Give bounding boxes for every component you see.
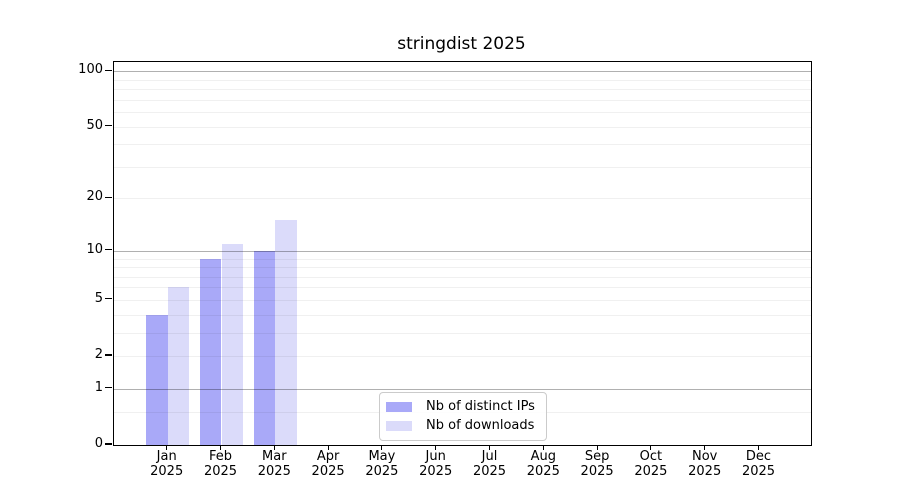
gridline-60 <box>114 112 811 113</box>
x-tick-nov <box>704 445 706 451</box>
gridline-3 <box>114 332 811 334</box>
gridline-8 <box>114 267 811 268</box>
bar-jan-distinct-ips <box>146 314 168 445</box>
gridline-2 <box>114 356 811 357</box>
month-label: Apr <box>316 449 340 464</box>
gridline-4 <box>114 314 811 316</box>
x-tick-label-may: May 2025 <box>350 449 414 479</box>
x-tick-dec <box>757 445 760 451</box>
month-label: Oct <box>639 449 663 464</box>
x-tick-feb <box>219 445 222 451</box>
legend: Nb of distinct IPs Nb of downloads <box>379 392 547 441</box>
y-tick-label-1: 1 <box>94 379 103 395</box>
gridline-6 <box>114 287 811 289</box>
y-tick-label-0: 0 <box>94 436 103 451</box>
month-label: Dec <box>745 449 772 464</box>
x-tick-jun <box>435 445 437 451</box>
gridline-50 <box>114 126 811 128</box>
plot-area: Nb of distinct IPs Nb of downloads <box>113 61 812 446</box>
gridline-100 <box>114 71 811 73</box>
month-label: Jan <box>156 449 177 464</box>
x-tick-label-aug: Aug 2025 <box>511 449 575 479</box>
month-label: May <box>368 449 396 464</box>
legend-entry-downloads: Nb of downloads <box>386 417 535 434</box>
gridline-30 <box>114 166 811 168</box>
y-tick-50 <box>105 124 112 127</box>
y-tick-label-20: 20 <box>86 189 103 205</box>
bar-mar-distinct-ips <box>253 250 276 445</box>
legend-swatch-downloads <box>386 420 412 431</box>
y-tick-0 <box>105 443 112 445</box>
gridline-80 <box>114 89 811 91</box>
gridline-20 <box>114 198 811 200</box>
year-label: 2025 <box>634 464 668 479</box>
x-tick-jul <box>488 445 491 451</box>
y-tick-20 <box>105 196 112 198</box>
x-tick-label-jun: Jun 2025 <box>404 449 468 479</box>
month-label: Mar <box>262 449 287 464</box>
y-tick-label-10: 10 <box>86 241 103 257</box>
month-label: Jul <box>481 449 498 464</box>
year-label: 2025 <box>526 464 560 479</box>
gridline-40 <box>114 144 811 146</box>
year-label: 2025 <box>150 464 184 479</box>
x-tick-apr <box>327 445 329 451</box>
x-tick-jan <box>166 445 168 451</box>
x-tick-label-jul: Jul 2025 <box>458 449 522 479</box>
gridline-9 <box>114 258 811 260</box>
bar-feb-distinct-ips <box>199 258 222 445</box>
year-label: 2025 <box>365 464 399 479</box>
y-tick-5 <box>105 298 112 300</box>
year-label: 2025 <box>580 464 614 479</box>
x-tick-oct <box>650 445 652 451</box>
x-tick-label-nov: Nov 2025 <box>673 449 737 479</box>
x-tick-aug <box>542 445 544 451</box>
x-tick-label-jan: Jan 2025 <box>135 449 199 479</box>
bar-feb-downloads <box>221 243 244 445</box>
x-tick-may <box>381 445 383 451</box>
x-tick-label-dec: Dec 2025 <box>727 449 791 479</box>
month-label: Jun <box>425 449 446 464</box>
month-label: Sep <box>584 449 610 464</box>
y-tick-1 <box>105 387 112 389</box>
y-tick-2 <box>105 354 112 356</box>
legend-label-distinct-ips: Nb of distinct IPs <box>426 399 535 414</box>
month-label: Feb <box>208 449 233 464</box>
year-label: 2025 <box>203 464 238 479</box>
month-label: Aug <box>530 449 556 464</box>
y-tick-10 <box>105 249 112 251</box>
gridline-10 <box>114 250 811 252</box>
legend-swatch-distinct-ips <box>386 401 412 412</box>
month-label: Nov <box>692 449 718 464</box>
year-label: 2025 <box>688 464 722 479</box>
x-tick-label-feb: Feb 2025 <box>189 449 253 479</box>
year-label: 2025 <box>311 464 345 479</box>
x-tick-label-mar: Mar 2025 <box>242 449 306 479</box>
year-label: 2025 <box>419 464 453 479</box>
y-tick-label-2: 2 <box>94 347 103 362</box>
gridline-70 <box>114 99 811 101</box>
year-label: 2025 <box>257 464 291 479</box>
y-tick-label-50: 50 <box>86 117 103 133</box>
x-tick-sep <box>596 445 598 451</box>
legend-label-downloads: Nb of downloads <box>426 418 535 433</box>
y-tick-label-100: 100 <box>78 62 103 78</box>
y-tick-100 <box>105 69 112 71</box>
gridline-5 <box>114 299 811 301</box>
legend-entry-distinct-ips: Nb of distinct IPs <box>386 398 535 415</box>
year-label: 2025 <box>741 464 776 479</box>
gridline-1 <box>114 388 811 390</box>
gridline-7 <box>114 276 811 278</box>
x-tick-label-sep: Sep 2025 <box>565 449 629 479</box>
x-tick-label-apr: Apr 2025 <box>296 449 360 479</box>
x-tick-label-oct: Oct 2025 <box>619 449 683 479</box>
gridline-90 <box>114 79 811 81</box>
bar-jan-downloads <box>167 287 190 445</box>
bar-mar-downloads <box>275 220 297 445</box>
chart-title: stringdist 2025 <box>397 34 526 54</box>
x-tick-mar <box>273 445 275 451</box>
y-tick-label-5: 5 <box>94 290 103 306</box>
year-label: 2025 <box>472 464 507 479</box>
